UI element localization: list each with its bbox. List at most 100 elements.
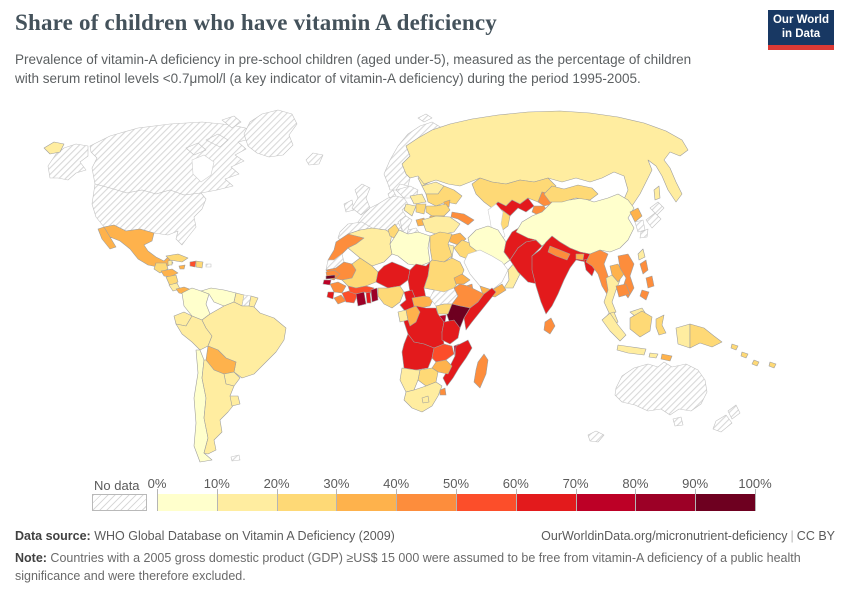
owid-url-link[interactable]: OurWorldinData.org/micronutrient-deficie… <box>541 529 788 543</box>
country-eritrea[interactable] <box>453 273 471 285</box>
country-puerto-rico[interactable] <box>205 263 212 268</box>
country-australia[interactable] <box>614 361 708 427</box>
country-canada[interactable] <box>89 121 255 196</box>
country-vanuatu[interactable] <box>751 359 760 367</box>
country-new-zealand[interactable] <box>712 404 741 433</box>
country-papua-new-guinea[interactable] <box>689 323 723 349</box>
world-choropleth-map[interactable] <box>38 106 813 472</box>
country-madagascar[interactable] <box>473 353 489 389</box>
country-brazil[interactable] <box>201 301 287 379</box>
country-romania[interactable] <box>425 203 451 217</box>
page-title: Share of children who have vitamin A def… <box>15 10 497 35</box>
legend-segment-40-50%[interactable] <box>396 494 456 511</box>
country-argentina[interactable] <box>201 359 237 455</box>
legend-segment-20-30%[interactable] <box>276 494 337 511</box>
country-hungary[interactable] <box>409 193 427 205</box>
note: Note: Countries with a 2005 gross domest… <box>15 549 835 585</box>
country-sumatra-java[interactable] <box>601 312 659 359</box>
country-mozambique[interactable] <box>442 339 473 387</box>
country-alaska[interactable] <box>47 143 89 181</box>
country-india[interactable] <box>531 235 591 315</box>
country-arctic-islands[interactable] <box>185 115 242 156</box>
country-cuba[interactable] <box>165 253 189 263</box>
country-borneo[interactable] <box>629 310 653 338</box>
country-sulawesi[interactable] <box>655 314 667 336</box>
country-nigeria[interactable] <box>377 285 405 309</box>
country-north-korea[interactable] <box>629 207 643 223</box>
country-swaziland[interactable] <box>439 387 447 396</box>
country-mongolia[interactable] <box>543 184 599 203</box>
legend-segment-50-60%[interactable] <box>455 494 516 511</box>
legend-tick-label: 70% <box>562 476 589 491</box>
country-philippines[interactable] <box>639 259 655 301</box>
country-car[interactable] <box>411 295 435 309</box>
country-tanzania[interactable] <box>441 319 461 345</box>
country-iceland[interactable] <box>305 152 324 166</box>
country-zambia[interactable] <box>431 343 455 363</box>
country-kerguelen[interactable] <box>587 430 605 443</box>
legend-segment-10-20%[interactable] <box>216 494 277 511</box>
country-togo[interactable] <box>365 291 372 304</box>
legend-segment-0-10%[interactable] <box>157 494 217 511</box>
country-turkey[interactable] <box>421 215 461 236</box>
country-niger[interactable] <box>375 261 411 289</box>
country-algeria[interactable] <box>347 227 393 267</box>
license-link[interactable]: CC BY <box>796 529 835 543</box>
country-bhutan[interactable] <box>575 253 585 261</box>
legend-segment-90-100%[interactable] <box>695 494 755 511</box>
country-sierra-leone[interactable] <box>326 291 335 300</box>
country-congo[interactable] <box>405 305 421 327</box>
country-saudi-arabia[interactable] <box>463 249 509 291</box>
country-ghana[interactable] <box>355 291 367 307</box>
country-south-africa[interactable] <box>403 381 443 413</box>
owid-logo[interactable]: Our World in Data <box>768 10 834 50</box>
country-benin[interactable] <box>370 287 379 303</box>
country-somalia[interactable] <box>463 287 497 331</box>
country-ireland[interactable] <box>343 199 355 213</box>
country-solomon-islands[interactable] <box>730 343 749 359</box>
country-guinea-bissau[interactable] <box>322 279 332 286</box>
country-greenland[interactable] <box>243 109 298 158</box>
country-dominican-republic[interactable] <box>195 260 204 269</box>
country-haiti[interactable] <box>189 260 197 268</box>
country-poland[interactable] <box>395 185 419 199</box>
country-caucasus[interactable] <box>450 211 475 226</box>
country-guinea[interactable] <box>329 281 347 294</box>
legend-segment-60-70%[interactable] <box>515 494 576 511</box>
country-taiwan[interactable] <box>637 248 646 261</box>
country-colombia[interactable] <box>181 287 211 321</box>
country-vietnam[interactable] <box>617 253 635 299</box>
country-gambia[interactable] <box>325 274 336 280</box>
country-jamaica[interactable] <box>178 264 186 270</box>
country-timor[interactable] <box>660 353 673 362</box>
country-united-kingdom[interactable] <box>351 183 371 216</box>
country-serbia[interactable] <box>415 203 427 215</box>
country-west-papua[interactable] <box>675 323 691 349</box>
color-scale-bar <box>157 494 755 511</box>
country-honduras[interactable] <box>160 268 179 278</box>
country-sri-lanka[interactable] <box>543 317 556 335</box>
country-libya[interactable] <box>389 229 431 267</box>
country-fiji[interactable] <box>768 361 777 369</box>
no-data-swatch[interactable] <box>92 494 147 511</box>
country-namibia[interactable] <box>399 367 421 393</box>
country-lesotho[interactable] <box>421 395 430 404</box>
country-ukraine[interactable] <box>425 185 463 207</box>
country-mexico[interactable] <box>97 224 174 268</box>
country-russia-east-tip[interactable] <box>43 141 65 155</box>
country-sakhalin[interactable] <box>653 185 661 201</box>
legend-segment-80-90%[interactable] <box>635 494 696 511</box>
country-uruguay[interactable] <box>229 395 241 407</box>
country-nepal[interactable] <box>547 245 571 261</box>
legend-segment-30-40%[interactable] <box>336 494 397 511</box>
legend-segment-70-80%[interactable] <box>575 494 636 511</box>
country-egypt[interactable] <box>429 231 453 263</box>
country-croatia-bosnia[interactable] <box>403 203 417 217</box>
country-falklands[interactable] <box>230 454 241 462</box>
country-japan[interactable] <box>639 201 665 239</box>
country-svalbard[interactable] <box>417 113 433 123</box>
country-south-korea[interactable] <box>634 219 646 233</box>
country-angola[interactable] <box>401 333 435 371</box>
country-cambodia[interactable] <box>615 283 631 298</box>
country-belize[interactable] <box>167 259 173 266</box>
